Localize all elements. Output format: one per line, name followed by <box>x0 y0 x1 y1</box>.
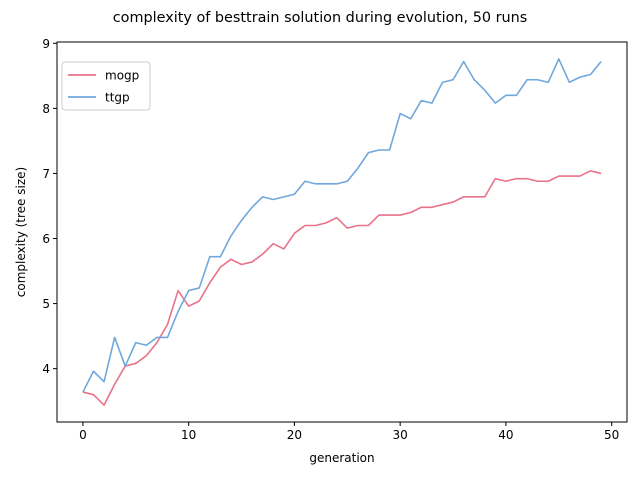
x-axis-label: generation <box>309 451 374 465</box>
y-tick-label: 9 <box>42 37 50 51</box>
y-tick-label: 8 <box>42 102 50 116</box>
legend: mogp ttgp <box>61 61 151 111</box>
x-axis-ticks: 0 10 20 30 40 50 <box>79 422 619 442</box>
y-axis-ticks: 4 5 6 7 8 9 <box>42 37 57 376</box>
series-line-ttgp <box>82 58 602 393</box>
x-tick-label: 10 <box>181 428 196 442</box>
x-tick-label: 0 <box>79 428 87 442</box>
plot-frame <box>56 41 628 423</box>
chart-title: complexity of besttrain solution during … <box>113 10 527 26</box>
series-line-mogp <box>82 170 602 406</box>
x-tick-label: 30 <box>393 428 408 442</box>
series-layer <box>82 58 602 406</box>
y-tick-label: 4 <box>42 362 50 376</box>
x-tick-label: 50 <box>604 428 619 442</box>
legend-box <box>61 61 151 111</box>
y-tick-label: 6 <box>42 232 50 246</box>
y-axis-label: complexity (tree size) <box>14 167 28 297</box>
legend-label-ttgp: ttgp <box>105 91 130 105</box>
x-tick-label: 40 <box>498 428 513 442</box>
y-tick-label: 7 <box>42 167 50 181</box>
x-tick-label: 20 <box>287 428 302 442</box>
legend-label-mogp: mogp <box>105 69 139 83</box>
y-tick-label: 5 <box>42 297 50 311</box>
